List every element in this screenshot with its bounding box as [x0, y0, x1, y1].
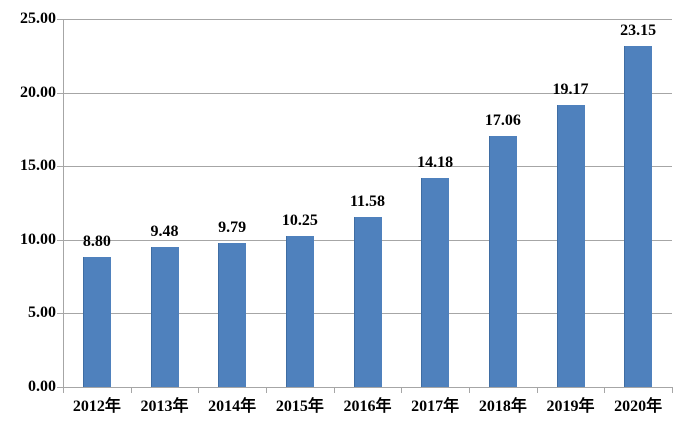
- x-axis-label: 2020年: [614, 398, 663, 415]
- bar-value-label: 11.58: [349, 192, 386, 210]
- bar: [150, 247, 179, 387]
- gridline: [63, 166, 672, 168]
- y-axis-tick-label: 20.00: [20, 83, 56, 101]
- x-axis-tick-mark: [469, 388, 470, 393]
- x-axis-tick-mark: [604, 388, 606, 393]
- x-axis-tick-mark: [672, 388, 673, 393]
- bar: [218, 242, 247, 387]
- x-axis-line: [63, 387, 673, 388]
- y-axis-line: [63, 19, 64, 387]
- y-axis-tick-mark: [57, 166, 63, 168]
- x-axis-tick-mark: [536, 388, 538, 393]
- gridline: [63, 92, 672, 94]
- y-axis-tick-mark: [57, 239, 63, 241]
- x-axis-tick-mark: [333, 388, 335, 393]
- y-axis-tick-label: 0.00: [28, 378, 56, 395]
- y-axis-tick-mark: [57, 313, 63, 315]
- x-axis-label: 2016年: [343, 398, 392, 415]
- x-axis-label: 2019年: [546, 398, 595, 415]
- y-axis-tick-mark: [57, 19, 63, 20]
- bar: [421, 178, 450, 387]
- bar-value-label: 23.15: [620, 22, 657, 40]
- y-axis-tick-label: 15.00: [20, 157, 56, 175]
- y-axis-tick-mark: [57, 92, 63, 94]
- y-axis-tick-label: 25.00: [20, 10, 56, 27]
- x-axis-label: 2014年: [208, 398, 257, 415]
- bar: [624, 46, 653, 387]
- bar: [353, 216, 382, 387]
- bar-value-label: 8.80: [82, 233, 111, 251]
- bar: [556, 104, 585, 387]
- bar: [285, 236, 314, 387]
- x-axis-tick-mark: [266, 388, 267, 393]
- x-axis-tick-mark: [401, 388, 403, 393]
- bar-value-label: 10.25: [281, 212, 318, 230]
- y-axis-tick-mark: [57, 387, 63, 388]
- gridline: [63, 19, 672, 20]
- x-axis-tick-mark: [130, 388, 132, 393]
- bar-value-label: 19.17: [552, 80, 589, 98]
- x-axis-tick-mark: [198, 388, 200, 393]
- bar: [488, 135, 517, 387]
- bar-value-label: 14.18: [417, 154, 454, 172]
- bar-value-label: 9.48: [150, 223, 179, 241]
- x-axis-label: 2018年: [478, 398, 527, 415]
- y-axis-tick-label: 10.00: [20, 230, 56, 248]
- bar-value-label: 17.06: [484, 111, 521, 129]
- x-axis-label: 2017年: [411, 398, 460, 415]
- x-axis-label: 2015年: [275, 398, 324, 415]
- x-axis-tick-mark: [63, 388, 64, 393]
- y-axis-tick-label: 5.00: [28, 304, 56, 322]
- bar-value-label: 9.79: [218, 218, 247, 236]
- x-axis-label: 2013年: [140, 398, 189, 415]
- x-axis-label: 2012年: [72, 398, 121, 415]
- bar: [82, 257, 111, 387]
